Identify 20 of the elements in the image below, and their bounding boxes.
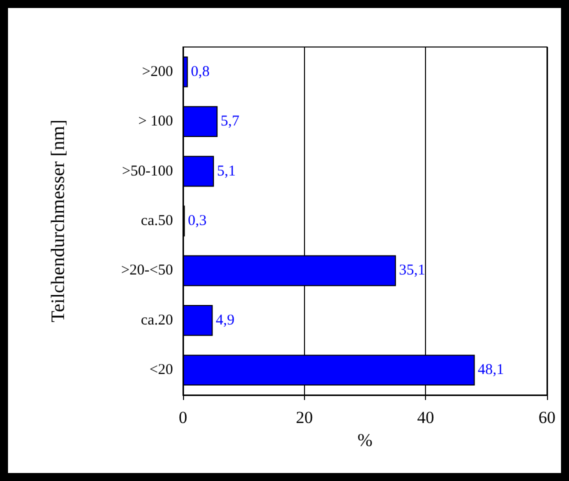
y-tick-label: <20 (150, 362, 173, 378)
data-label: 5,1 (216, 163, 236, 180)
x-tick-label: 40 (417, 408, 434, 427)
y-tick-label: ca.50 (140, 213, 173, 229)
x-tick-label: 0 (178, 408, 188, 427)
x-tick-label: 60 (538, 408, 556, 427)
data-label: 0,8 (190, 64, 210, 80)
data-label: 0,3 (188, 213, 207, 229)
data-label: 4,9 (216, 312, 234, 328)
y-tick-label: ca.20 (140, 312, 173, 328)
y-tick-label: > 100 (138, 114, 173, 130)
y-axis-title: Teilchendurchmesser [nm] (48, 120, 69, 322)
x-axis-title: % (358, 430, 372, 450)
y-tick-label: >50-100 (122, 163, 173, 180)
y-tick-label: >20-<50 (121, 262, 173, 279)
data-label: 35,1 (398, 262, 426, 279)
data-label: 48,1 (478, 362, 504, 378)
y-tick-label: >200 (142, 64, 173, 80)
data-label: 5,7 (220, 114, 240, 130)
x-tick-label: 20 (296, 408, 313, 427)
